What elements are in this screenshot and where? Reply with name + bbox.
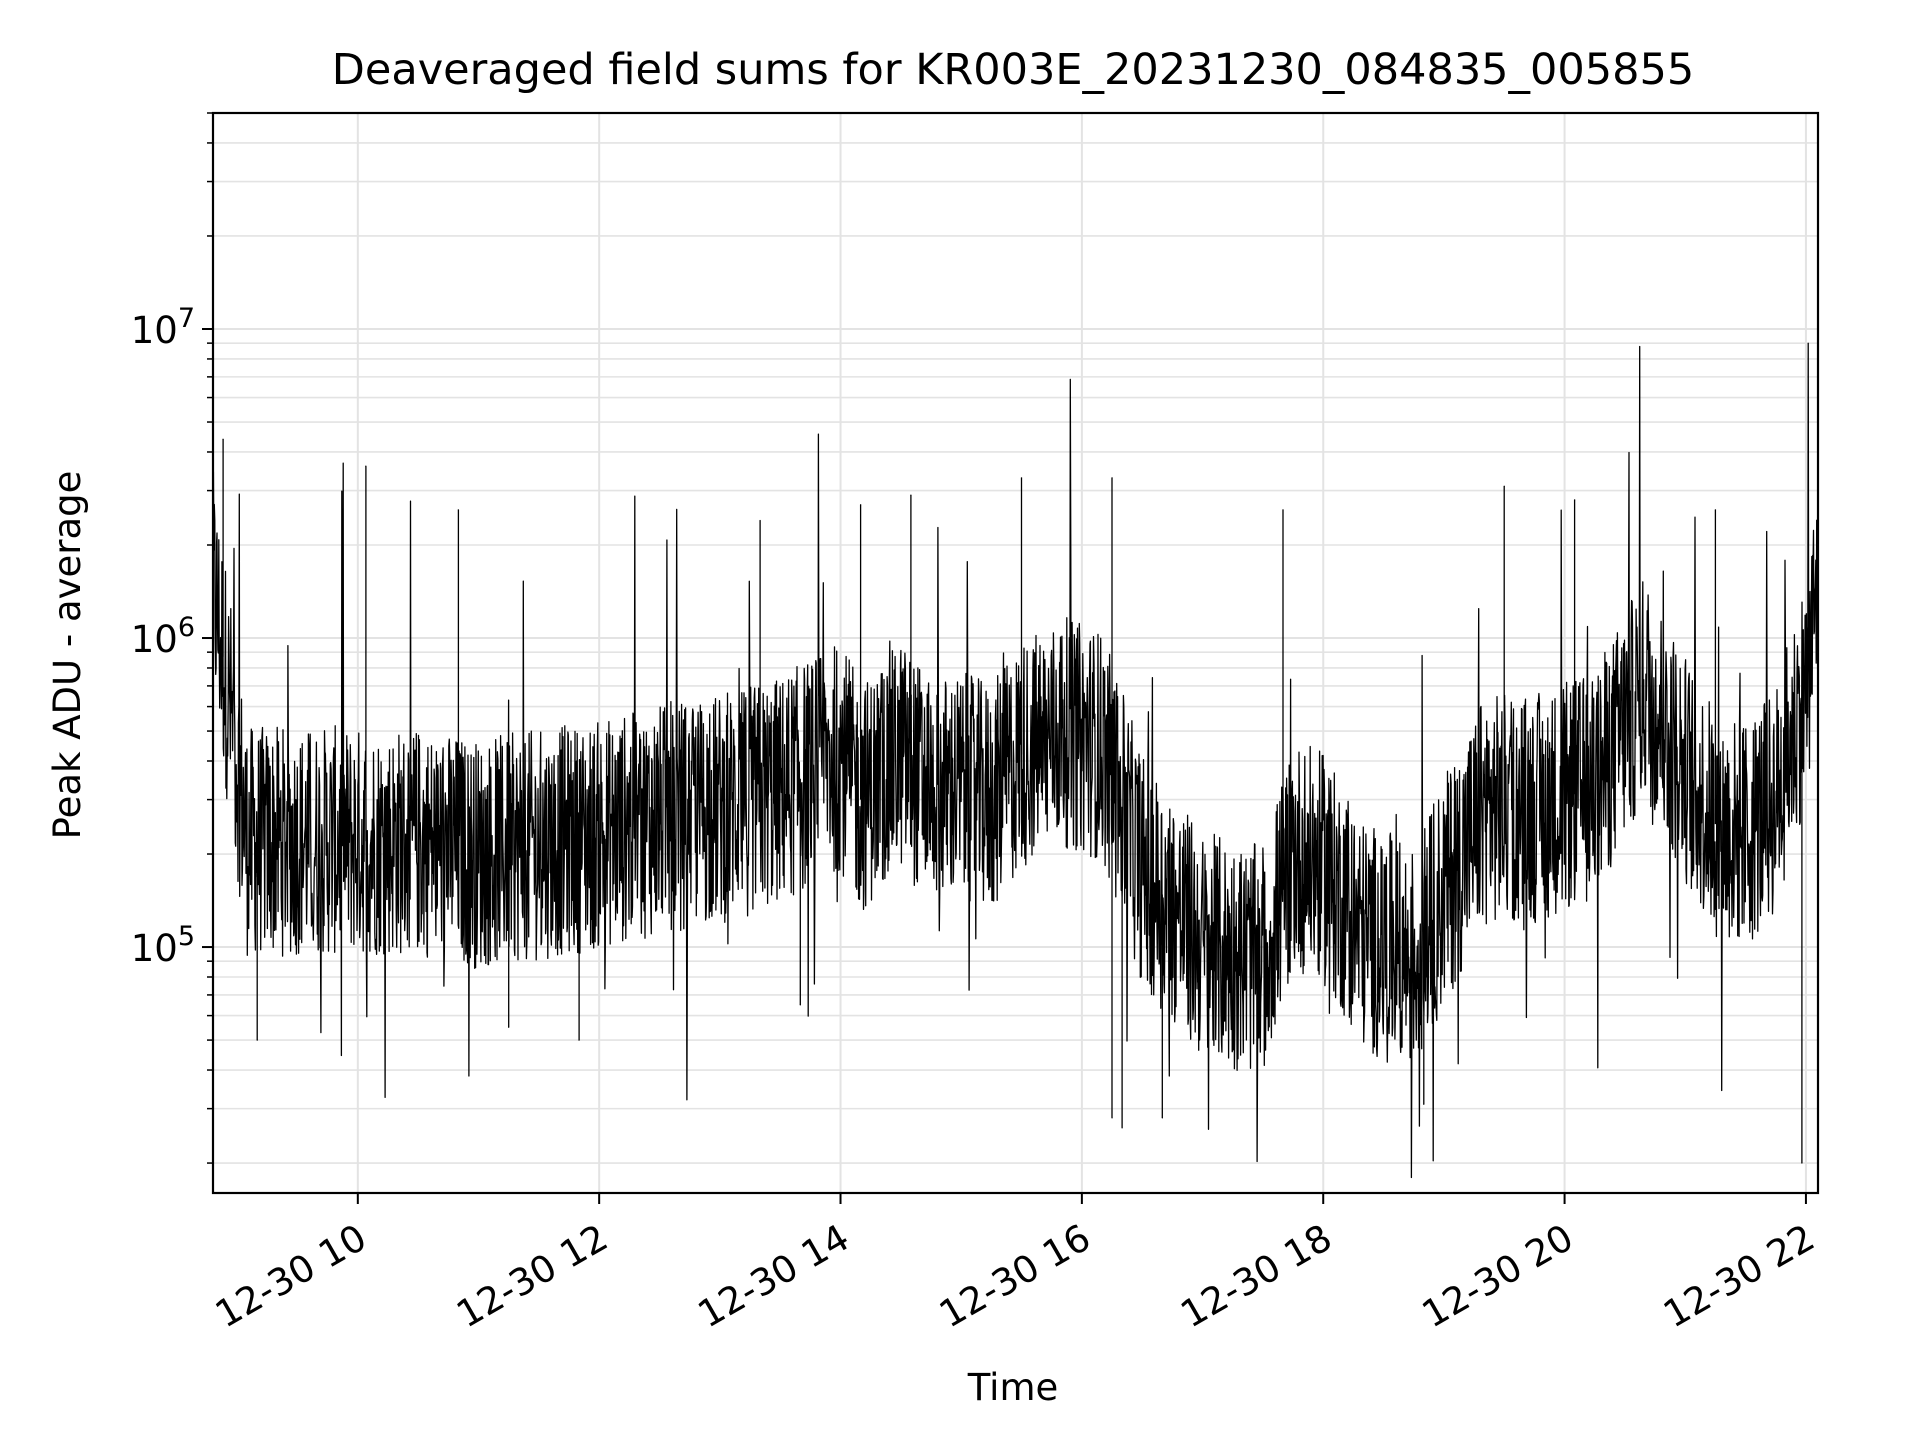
spike-point xyxy=(1111,477,1113,479)
spike-point xyxy=(365,465,367,467)
spike-point xyxy=(860,504,862,506)
y-tick-base: 10 xyxy=(131,927,178,970)
spike-point xyxy=(457,509,459,511)
spike-point xyxy=(1121,1127,1123,1129)
spike-point xyxy=(759,519,761,522)
series-layer xyxy=(212,328,1819,1179)
spike-point xyxy=(222,438,224,440)
y-tick-label: 106 xyxy=(131,612,195,661)
y-tick-exp: 6 xyxy=(178,612,195,643)
spike-point xyxy=(1574,499,1576,501)
spike-point xyxy=(578,1039,580,1041)
plot-frame xyxy=(211,111,1820,1195)
y-tick-exp: 7 xyxy=(178,303,195,334)
y-tick-exp: 5 xyxy=(178,921,195,952)
chart-title: Deaveraged field sums for KR003E_2023123… xyxy=(332,45,1694,95)
spike-point xyxy=(1423,1103,1425,1105)
spike-point xyxy=(1111,1117,1113,1119)
spike-point xyxy=(1714,509,1717,511)
y-tick-base: 10 xyxy=(131,618,178,661)
x-axis-label: Time xyxy=(967,1366,1059,1409)
y-axis-label: Peak ADU - average xyxy=(46,471,89,840)
spike-point xyxy=(256,1039,258,1041)
spike-point xyxy=(1503,485,1505,487)
spike-point xyxy=(910,494,912,496)
spike-point xyxy=(1020,477,1023,479)
spike-point xyxy=(1282,509,1284,511)
y-tick-base: 10 xyxy=(131,309,178,352)
series-line xyxy=(212,329,1819,1179)
spike-point xyxy=(508,1026,510,1028)
y-tick-label: 105 xyxy=(131,921,195,970)
y-tick-label: 107 xyxy=(131,303,195,352)
spike-point xyxy=(799,1004,801,1006)
spike-point xyxy=(1161,1117,1163,1119)
spike-point xyxy=(1801,1162,1803,1164)
